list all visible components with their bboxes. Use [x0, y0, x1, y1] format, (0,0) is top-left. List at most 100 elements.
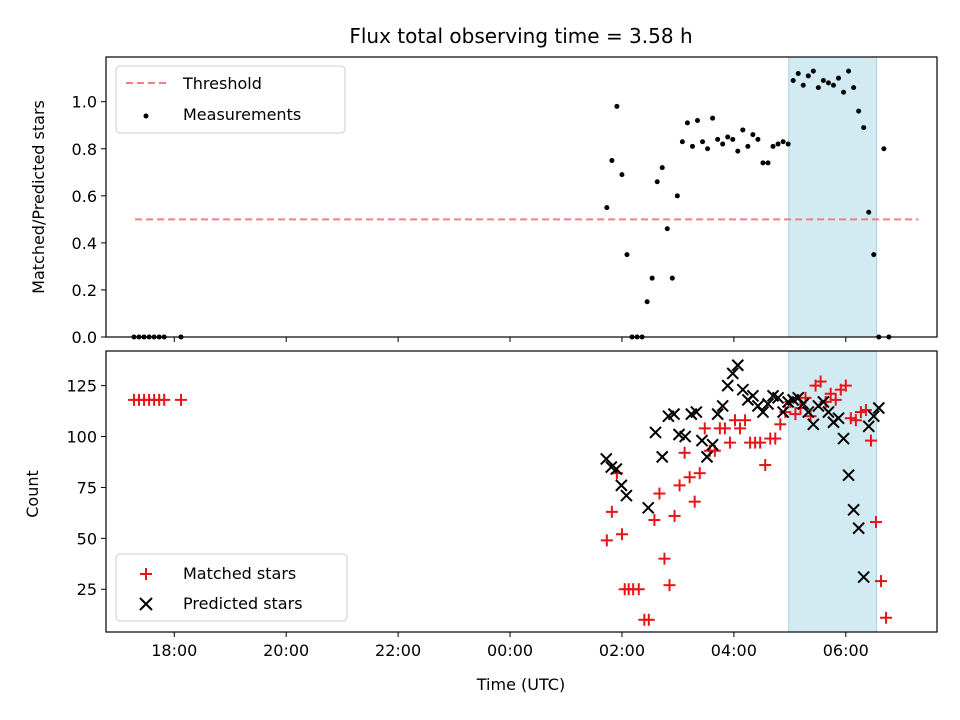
- predicted-star-point: [867, 409, 880, 423]
- matched-star-point: [824, 387, 837, 400]
- predicted-star-point: [731, 359, 744, 372]
- measurement-point: [679, 139, 685, 145]
- matched-star-point: [739, 414, 752, 427]
- matched-star-point: [814, 375, 827, 388]
- legend-matched-marker: [140, 568, 152, 580]
- y-tick-label: 0.2: [72, 281, 97, 300]
- predicted-star-point: [716, 399, 729, 413]
- measurement-point: [785, 141, 791, 147]
- measurement-point: [624, 252, 630, 258]
- predicted-star-point: [690, 405, 703, 419]
- predicted-star-point: [797, 397, 810, 411]
- matched-star-point: [678, 446, 691, 459]
- measurement-point: [694, 118, 700, 124]
- legend-predicted-marker: [139, 597, 153, 611]
- top-ylabel: Matched/Predicted stars: [29, 100, 48, 294]
- measurement-point: [765, 160, 771, 166]
- measurement-point: [841, 89, 847, 95]
- measurement-point: [745, 143, 751, 149]
- matched-star-point: [688, 495, 701, 508]
- predicted-star-point: [667, 407, 681, 421]
- measurement-point: [654, 179, 660, 185]
- bottom-legend: Matched stars Predicted stars: [115, 553, 348, 622]
- measurement-point: [800, 82, 806, 88]
- x-tick-label: 00:00: [487, 641, 533, 660]
- measurement-point: [644, 299, 650, 305]
- predicted-star-point: [649, 426, 662, 439]
- predicted-star-point: [756, 405, 770, 419]
- x-tick-label: 02:00: [599, 641, 645, 660]
- matched-star-point: [829, 393, 842, 406]
- measurement-point: [866, 209, 872, 215]
- matched-star-point: [859, 404, 872, 417]
- matched-star-point: [632, 583, 645, 596]
- measurement-point: [825, 80, 831, 86]
- bottom-panel-frame: [105, 350, 938, 633]
- measurement-point: [836, 75, 842, 81]
- matched-star-point: [615, 528, 628, 541]
- x-tick-label: 22:00: [375, 641, 421, 660]
- matched-star-point: [600, 534, 613, 547]
- predicted-star-point: [817, 395, 830, 409]
- matched-star-point: [698, 422, 711, 435]
- x-tick-label: 04:00: [711, 641, 757, 660]
- x-tick-label: 18:00: [151, 641, 197, 660]
- measurement-point: [846, 68, 852, 74]
- matched-star-point: [870, 516, 883, 529]
- matched-star-point: [658, 552, 671, 565]
- x-tick-label: 06:00: [823, 641, 869, 660]
- matched-star-point: [864, 434, 877, 447]
- measurement-point: [820, 78, 826, 84]
- predicted-star-point: [726, 367, 739, 380]
- measurement-point: [700, 139, 706, 145]
- measurement-point: [604, 205, 610, 211]
- measurement-point: [795, 70, 801, 76]
- measurement-point: [735, 148, 741, 154]
- measurement-point: [705, 146, 711, 152]
- predicted-star-point: [822, 405, 835, 419]
- measurement-point: [750, 132, 756, 138]
- predicted-star-point: [847, 503, 860, 517]
- matched-star-point: [734, 422, 747, 435]
- measurement-point: [725, 134, 731, 140]
- predicted-star-point: [656, 450, 669, 464]
- matched-star-point: [849, 414, 862, 427]
- top-panel: 0.0 0.2 0.4 0.6 0.8 1.0 Matched/Predicted sta…: [29, 56, 938, 347]
- x-axis-label: Time (UTC): [476, 675, 565, 694]
- measurement-point: [710, 115, 716, 121]
- matched-star-point: [642, 613, 655, 626]
- y-tick-label: 125: [66, 377, 97, 396]
- predicted-star-point: [642, 501, 655, 514]
- top-panel-frame: [105, 56, 938, 338]
- matched-star-point: [875, 575, 888, 588]
- predicted-star-point: [832, 411, 845, 425]
- predicted-star-point: [872, 401, 886, 415]
- matched-star-point: [718, 422, 731, 435]
- measurement-point: [851, 85, 857, 91]
- predicted-star-point: [620, 489, 633, 502]
- predicted-star-point: [610, 462, 623, 476]
- measurement-point: [609, 158, 615, 164]
- measurement-point: [830, 82, 836, 88]
- matched-star-point: [728, 414, 741, 427]
- measurement-point: [614, 103, 620, 109]
- predicted-star-point: [711, 407, 724, 421]
- legend-threshold-label: Threshold: [182, 74, 262, 93]
- predicted-star-point: [852, 521, 865, 535]
- matched-star-point: [759, 459, 772, 472]
- y-tick-label: 0.8: [72, 140, 97, 159]
- measurement-point: [664, 226, 670, 232]
- y-tick-label: 0.4: [72, 234, 97, 253]
- measurement-point: [805, 73, 811, 79]
- matched-star-point: [723, 436, 736, 449]
- matched-star-point: [648, 514, 661, 527]
- y-tick-label: 25: [77, 580, 97, 599]
- measurement-point: [740, 127, 746, 133]
- matched-star-point: [605, 505, 618, 518]
- matched-star-point: [774, 418, 787, 431]
- y-tick-label: 50: [77, 529, 97, 548]
- predicted-star-point: [862, 420, 875, 433]
- measurement-point: [649, 275, 655, 281]
- measurement-point: [689, 143, 695, 149]
